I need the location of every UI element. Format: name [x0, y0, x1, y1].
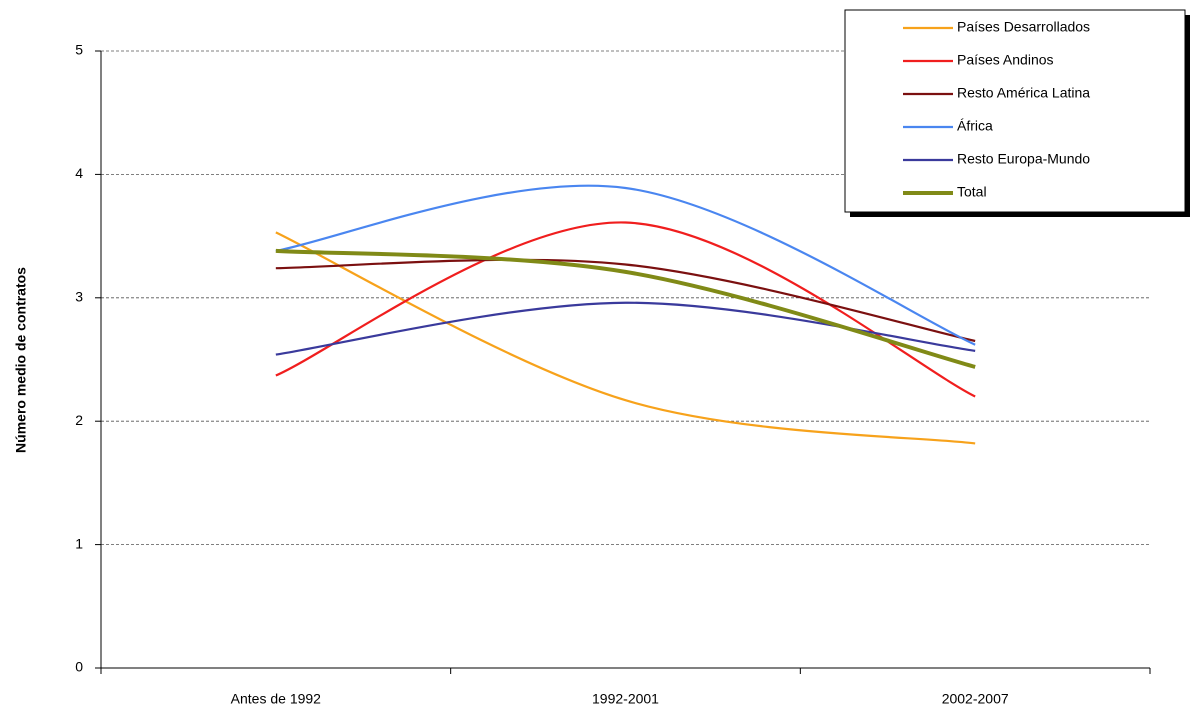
legend-label: Países Desarrollados	[957, 19, 1090, 35]
legend-label: Resto América Latina	[957, 85, 1090, 101]
x-tick-label: 2002-2007	[942, 691, 1009, 707]
series-line	[275, 184, 976, 346]
x-tick-label: 1992-2001	[592, 691, 659, 707]
legend-label: África	[957, 118, 993, 134]
series-line	[275, 301, 976, 356]
y-tick-label: 4	[75, 165, 83, 181]
series-line	[275, 221, 976, 398]
series-line	[275, 248, 976, 369]
series-line	[275, 231, 976, 445]
y-tick-label: 2	[75, 412, 83, 428]
y-tick-label: 1	[75, 535, 83, 551]
y-tick-label: 3	[75, 289, 83, 305]
legend	[844, 9, 1186, 213]
series-line	[275, 258, 976, 343]
y-axis-label: Número medio de contratos	[13, 267, 29, 453]
legend-label: Total	[957, 184, 987, 200]
legend-label: Países Andinos	[957, 52, 1054, 68]
y-tick-label: 5	[75, 42, 83, 58]
y-tick-label: 0	[75, 659, 83, 675]
legend-label: Resto Europa-Mundo	[957, 151, 1090, 167]
x-tick-label: Antes de 1992	[231, 691, 322, 707]
